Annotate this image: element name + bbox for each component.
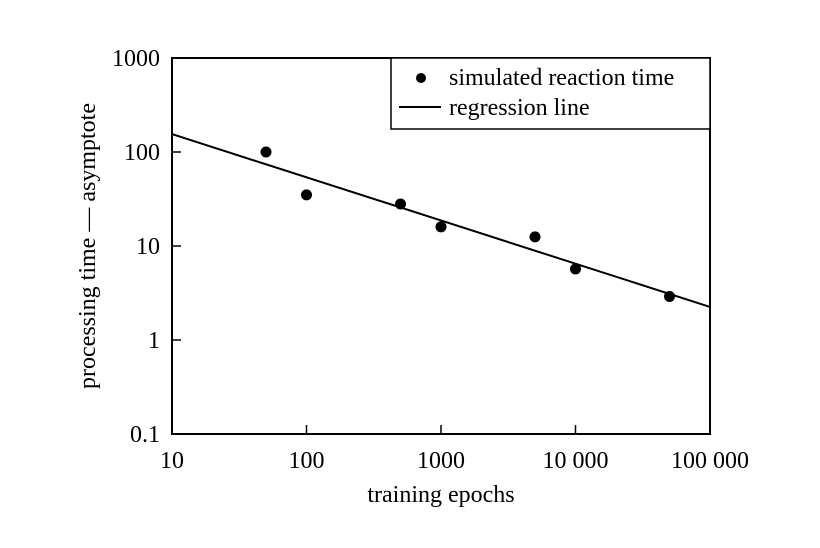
x-tick-label: 1000 [417, 448, 465, 474]
legend-marker-simulated-reaction-time [416, 73, 426, 83]
x-tick-label: 100 000 [671, 448, 749, 474]
y-tick-label: 100 [124, 140, 160, 166]
y-tick-label: 10 [136, 234, 160, 260]
legend-box [390, 57, 711, 130]
data-point [260, 146, 272, 158]
x-axis-title: training epochs [367, 482, 514, 508]
y-tick-label: 1 [148, 328, 160, 354]
data-point [570, 263, 581, 275]
regression-line [171, 133, 711, 308]
legend-label-simulated-reaction-time: simulated reaction time [449, 65, 674, 91]
x-tick-label: 100 [289, 448, 325, 474]
x-tick-label: 10 000 [543, 448, 609, 474]
x-axis-ticks: 10 100 1000 10 000 100 000 [160, 425, 749, 474]
series-layer [171, 133, 711, 308]
y-axis-title: processing time — asymptote [75, 103, 101, 389]
legend-label-regression-line: regression line [449, 95, 590, 121]
data-point [435, 221, 447, 233]
y-tick-label: 1000 [112, 46, 160, 72]
data-point [301, 189, 312, 201]
legend: simulated reaction time regression line [390, 57, 711, 130]
data-point [529, 231, 541, 243]
y-axis-ticks: 0.1 1 10 100 1000 [112, 46, 181, 448]
y-tick-label: 0.1 [130, 422, 160, 448]
x-tick-label: 10 [160, 448, 184, 474]
